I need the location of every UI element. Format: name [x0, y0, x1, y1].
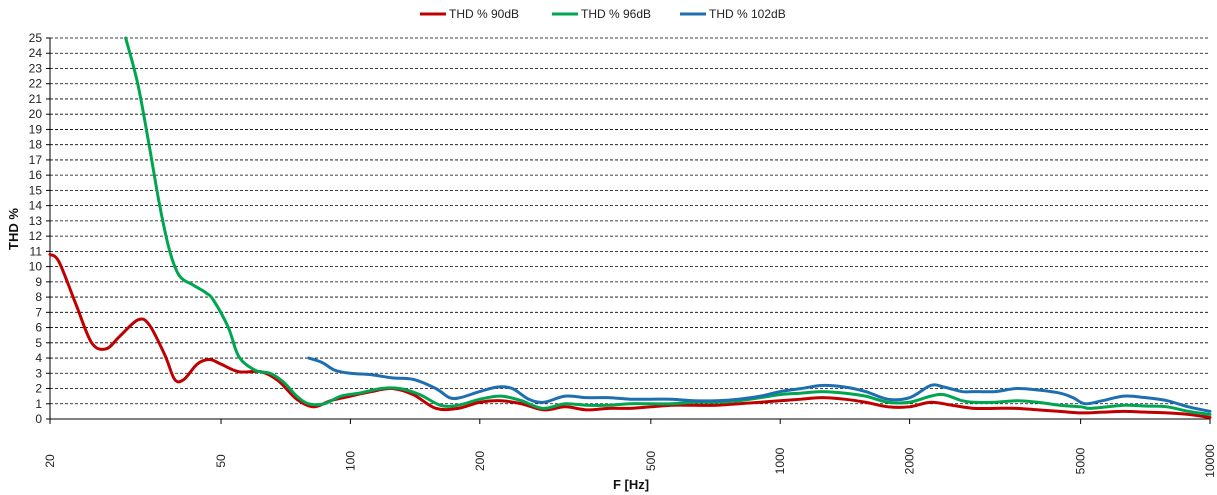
y-tick-label: 6: [35, 321, 42, 335]
x-tick-label: 200: [473, 451, 487, 471]
y-tick-label: 3: [35, 366, 42, 380]
axes: [49, 38, 1210, 420]
y-tick-label: 18: [29, 138, 43, 152]
x-axis-title: F [Hz]: [613, 477, 649, 492]
series-lines: [48, 36, 1212, 419]
y-tick-label: 21: [29, 92, 43, 106]
y-tick-labels: 0123456789101112131415161718192021222324…: [29, 31, 50, 426]
y-tick-label: 25: [29, 31, 43, 45]
y-tick-label: 7: [35, 305, 42, 319]
legend-label: THD % 102dB: [709, 7, 786, 21]
y-tick-label: 23: [29, 61, 43, 75]
y-tick-label: 5: [35, 336, 42, 350]
y-tick-label: 10: [29, 260, 43, 274]
y-tick-label: 24: [29, 46, 43, 60]
y-tick-label: 8: [35, 290, 42, 304]
series-line-2: [124, 36, 1212, 416]
y-tick-label: 12: [29, 229, 43, 243]
x-tick-label: 1000: [773, 447, 787, 474]
y-tick-label: 20: [29, 107, 43, 121]
x-tick-label: 2000: [903, 447, 917, 474]
x-tick-label: 100: [343, 451, 357, 471]
x-tick-label: 500: [644, 451, 658, 471]
legend-label: THD % 96dB: [581, 7, 651, 21]
series-line-3: [307, 356, 1212, 413]
y-tick-label: 22: [29, 77, 43, 91]
y-axis-title: THD %: [6, 208, 21, 250]
x-tick-label: 20: [43, 454, 57, 468]
y-tick-label: 14: [29, 199, 43, 213]
y-tick-label: 15: [29, 183, 43, 197]
y-tick-label: 1: [35, 397, 42, 411]
y-tick-label: 9: [35, 275, 42, 289]
y-tick-label: 2: [35, 382, 42, 396]
y-tick-label: 11: [30, 244, 43, 258]
gridlines: [50, 37, 1210, 405]
y-tick-label: 0: [35, 412, 42, 426]
y-tick-label: 16: [29, 168, 43, 182]
legend: THD % 90dB THD % 96dB THD % 102dB: [420, 7, 786, 21]
x-tick-label: 50: [214, 454, 228, 468]
series-line-1: [48, 252, 1212, 419]
y-tick-label: 13: [29, 214, 43, 228]
x-tick-labels: 20 50 100 200 500 1000 2000 5000 10000: [43, 419, 1217, 478]
y-tick-label: 17: [29, 153, 43, 167]
x-tick-label: 5000: [1074, 447, 1088, 474]
legend-label: THD % 90dB: [449, 7, 519, 21]
y-tick-label: 4: [35, 351, 42, 365]
x-tick-label: 10000: [1203, 444, 1217, 478]
y-tick-label: 19: [29, 122, 43, 136]
